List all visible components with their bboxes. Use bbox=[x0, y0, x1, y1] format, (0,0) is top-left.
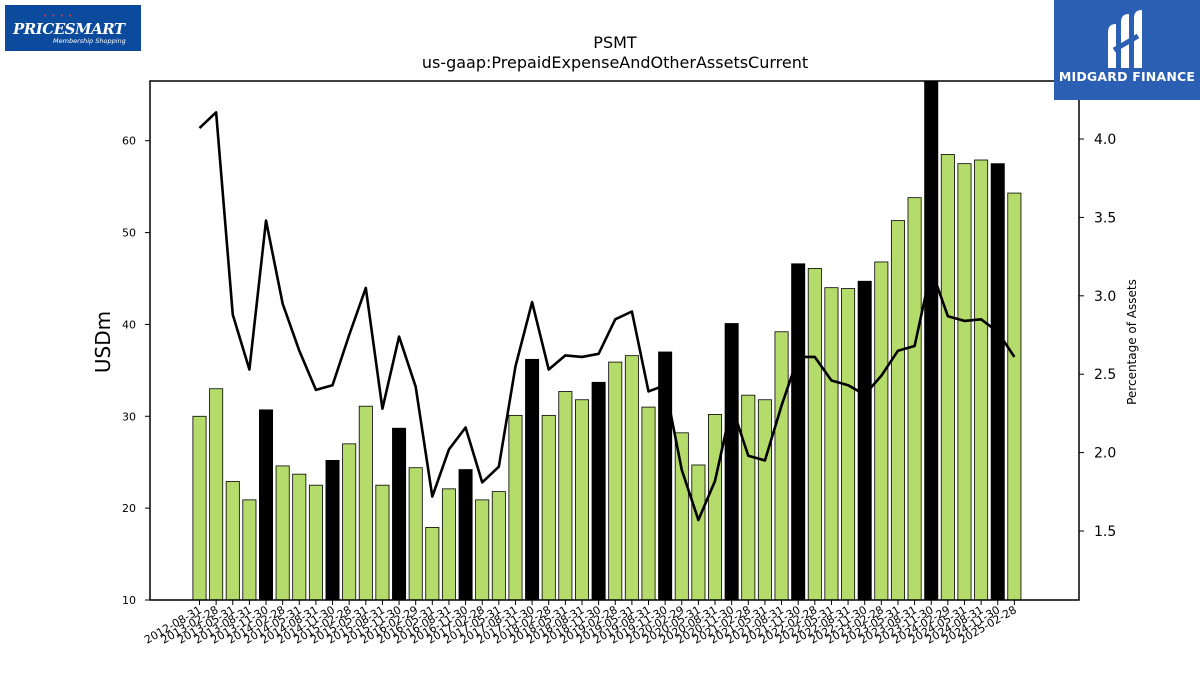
bar-2023-11-30 bbox=[940, 154, 955, 601]
bar-2021-02-28 bbox=[757, 399, 772, 601]
chart-title: PSMT bbox=[593, 33, 637, 52]
percentage-line bbox=[198, 111, 1016, 522]
bar-2015-11-30 bbox=[408, 467, 423, 601]
bar-2024-02-29 bbox=[957, 163, 972, 601]
midgard-finance-logo: MIDGARD FINANCE bbox=[1054, 0, 1200, 100]
bar-2022-05-31 bbox=[841, 288, 856, 601]
bar-2022-11-30 bbox=[874, 261, 889, 601]
bar-2016-02-29 bbox=[425, 527, 440, 601]
bar-2012-08-31 bbox=[192, 415, 207, 601]
bar-2020-05-31 bbox=[708, 414, 723, 601]
bar-2018-08-31 bbox=[591, 381, 606, 601]
bar-2013-02-28 bbox=[225, 481, 240, 601]
bar-2016-05-31 bbox=[441, 488, 456, 601]
bar-2018-02-28 bbox=[558, 391, 573, 601]
bar-2014-08-31 bbox=[325, 459, 340, 601]
bar-2013-05-31 bbox=[242, 499, 257, 601]
logo-brand-text: PRICESMART bbox=[13, 20, 125, 38]
bar-2021-08-31 bbox=[791, 263, 806, 601]
bar-2015-05-31 bbox=[375, 484, 390, 601]
y2-axis-label: Percentage of Assets bbox=[1125, 279, 1139, 405]
bar-2015-02-28 bbox=[358, 405, 373, 601]
bar-2017-02-28 bbox=[491, 491, 506, 601]
chart-subtitle: us-gaap:PrepaidExpenseAndOtherAssetsCurr… bbox=[422, 53, 808, 72]
bar-2012-11-30 bbox=[209, 388, 224, 601]
bar-2021-05-31 bbox=[774, 331, 789, 601]
bar-2017-05-31 bbox=[508, 414, 523, 601]
pricesmart-logo: • • • • PRICESMART Membership Shopping bbox=[5, 5, 141, 51]
bar-2024-11-30 bbox=[1007, 192, 1022, 601]
bar-2019-11-30 bbox=[674, 432, 689, 601]
y-axis-label: USDm bbox=[91, 311, 115, 373]
bar-2017-08-31 bbox=[525, 358, 540, 601]
bar-2017-11-30 bbox=[541, 414, 556, 601]
bar-2020-11-30 bbox=[741, 394, 756, 601]
logo-tagline: Membership Shopping bbox=[53, 37, 126, 45]
y2-tick-label: 2.0 bbox=[1094, 446, 1116, 462]
y2-tick-label: 2.5 bbox=[1094, 367, 1116, 383]
left-axis-ticks: 10 20 30 40 50 60 bbox=[122, 135, 150, 607]
bar-2023-08-31 bbox=[924, 80, 939, 601]
bar-2023-05-31 bbox=[907, 197, 922, 601]
line-series bbox=[198, 111, 1016, 522]
bar-2023-02-28 bbox=[890, 220, 905, 601]
bar-2019-05-31 bbox=[641, 406, 656, 601]
bar-2016-08-31 bbox=[458, 469, 473, 601]
x-axis-ticks: 2012-08-312013-02-282013-05-312013-08-31… bbox=[142, 600, 1019, 647]
bar-2020-08-31 bbox=[724, 323, 739, 601]
bar-2013-11-30 bbox=[275, 465, 290, 601]
logo-dots-icon: • • • • bbox=[43, 12, 74, 20]
y2-tick-label: 1.5 bbox=[1094, 524, 1116, 540]
bar-2022-08-31 bbox=[857, 280, 872, 601]
right-axis-ticks: 1.5 2.0 2.5 3.0 3.5 4.0 bbox=[1079, 132, 1116, 540]
y-tick-label: 10 bbox=[122, 594, 136, 607]
y-tick-label: 40 bbox=[122, 318, 136, 331]
bar-2021-11-30 bbox=[807, 267, 822, 601]
bar-series bbox=[192, 80, 1022, 601]
plot-frame bbox=[149, 80, 1080, 601]
bar-2016-11-30 bbox=[475, 499, 490, 601]
y-tick-label: 60 bbox=[122, 135, 136, 148]
bar-2022-02-28 bbox=[824, 287, 839, 601]
y-tick-label: 50 bbox=[122, 227, 136, 240]
bar-2015-08-31 bbox=[392, 427, 407, 601]
bar-2020-02-29 bbox=[691, 464, 706, 601]
bar-2018-11-30 bbox=[608, 361, 623, 601]
bar-2014-02-28 bbox=[292, 473, 307, 601]
bar-2013-08-31 bbox=[259, 409, 274, 601]
bar-2014-05-31 bbox=[308, 484, 323, 601]
y-tick-label: 20 bbox=[122, 502, 136, 515]
midgard-mark-icon bbox=[1108, 10, 1142, 68]
bar-2014-11-30 bbox=[342, 443, 357, 601]
y2-tick-label: 3.5 bbox=[1094, 210, 1116, 226]
logo-company-name: MIDGARD FINANCE bbox=[1058, 69, 1196, 84]
bar-2024-05-31 bbox=[974, 159, 989, 601]
bar-2024-08-31 bbox=[990, 163, 1005, 601]
y-tick-label: 30 bbox=[122, 410, 136, 423]
y2-tick-label: 4.0 bbox=[1094, 132, 1116, 148]
y2-tick-label: 3.0 bbox=[1094, 289, 1116, 305]
bar-2018-05-31 bbox=[574, 399, 589, 601]
bar-2019-02-28 bbox=[624, 355, 639, 601]
